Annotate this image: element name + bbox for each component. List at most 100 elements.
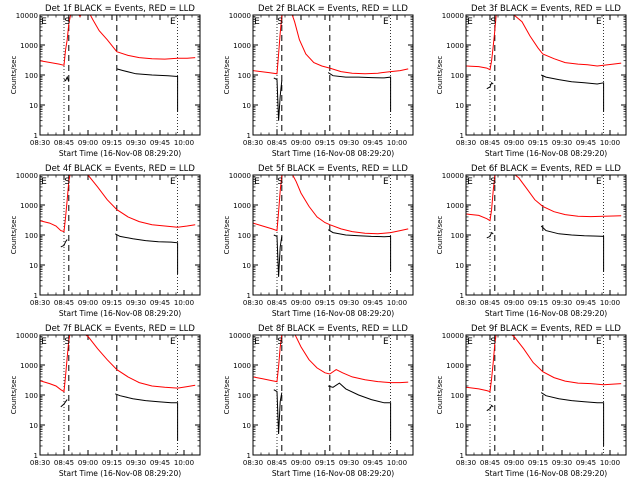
series-events-line	[540, 392, 605, 446]
y-tick-label: 10	[242, 102, 251, 110]
plot-frame	[465, 14, 627, 136]
y-tick-label: 1000	[446, 42, 464, 50]
plot-frame	[252, 334, 414, 456]
series-events-line	[116, 68, 179, 112]
y-tick-label: 1	[34, 292, 38, 300]
x-tick-label: 09:15	[528, 459, 548, 467]
x-tick-label: 10:00	[600, 299, 620, 307]
x-tick-label: 08:30	[243, 299, 263, 307]
x-tick-label: 09:00	[504, 299, 524, 307]
marker-s-label: S	[277, 177, 283, 187]
x-tick-label: 08:45	[267, 459, 287, 467]
x-tick-label: 09:15	[102, 459, 122, 467]
series-lld-line	[40, 175, 196, 233]
y-tick-label: 1	[460, 132, 464, 140]
x-tick-label: 09:15	[315, 139, 335, 147]
series-events-line	[327, 72, 392, 112]
x-tick-label: 09:30	[126, 299, 146, 307]
panel-title: Det 4f BLACK = Events, RED = LLD	[45, 164, 195, 174]
series-events-line	[273, 389, 283, 435]
plot-frame	[465, 334, 627, 456]
y-tick-label: 10000	[16, 12, 38, 20]
x-tick-label: 09:30	[339, 459, 359, 467]
marker-e-label: E	[170, 177, 176, 187]
x-tick-label: 08:45	[480, 459, 500, 467]
x-tick-label: 08:45	[480, 139, 500, 147]
series-lld-line	[466, 175, 622, 222]
series-events-line	[273, 77, 283, 121]
x-tick-label: 08:30	[30, 139, 50, 147]
panel-det-9f: Det 9f BLACK = Events, RED = LLD Counts/s…	[436, 324, 627, 478]
x-tick-label: 10:00	[174, 459, 194, 467]
y-tick-label: 1000	[20, 202, 38, 210]
series-lld-line	[253, 335, 409, 384]
x-axis-label: Start Time (16-Nov-08 08:29:20)	[485, 149, 607, 158]
x-tick-label: 09:15	[528, 139, 548, 147]
panel-title: Det 7f BLACK = Events, RED = LLD	[45, 324, 195, 334]
x-tick-label: 09:45	[576, 139, 596, 147]
x-axis-label: Start Time (16-Nov-08 08:29:20)	[272, 309, 394, 318]
marker-e-label: E	[467, 17, 473, 27]
series-events-line	[540, 225, 605, 272]
y-tick-label: 10	[242, 262, 251, 270]
panel-det-8f: Det 8f BLACK = Events, RED = LLD Counts/s…	[223, 324, 414, 478]
marker-e-label: E	[254, 337, 260, 347]
x-axis-label: Start Time (16-Nov-08 08:29:20)	[485, 309, 607, 318]
x-tick-label: 08:45	[54, 139, 74, 147]
y-tick-label: 1000	[20, 42, 38, 50]
y-tick-label: 1	[34, 132, 38, 140]
y-axis-label: Counts/sec	[436, 376, 444, 415]
panel-series-group	[253, 15, 409, 121]
x-tick-label: 09:30	[126, 139, 146, 147]
series-events-line	[63, 75, 70, 82]
x-tick-label: 10:00	[600, 459, 620, 467]
plot-frame	[39, 174, 201, 296]
x-axis-label: Start Time (16-Nov-08 08:29:20)	[59, 309, 181, 318]
marker-e-label: E	[596, 177, 602, 187]
marker-e-label: E	[170, 17, 176, 27]
x-tick-label: 08:30	[456, 139, 476, 147]
marker-e-label: E	[467, 337, 473, 347]
panel-title: Det 9f BLACK = Events, RED = LLD	[471, 324, 621, 334]
y-tick-label: 10000	[229, 172, 251, 180]
y-tick-label: 1	[247, 292, 251, 300]
panel-title: Det 5f BLACK = Events, RED = LLD	[258, 164, 408, 174]
x-tick-label: 09:15	[528, 299, 548, 307]
marker-s-label: S	[277, 17, 283, 27]
x-axis-label: Start Time (16-Nov-08 08:29:20)	[485, 469, 607, 478]
y-tick-label: 1000	[233, 42, 251, 50]
y-tick-label: 10	[29, 262, 38, 270]
y-tick-label: 10	[455, 422, 464, 430]
x-tick-label: 09:30	[339, 139, 359, 147]
panel-series-group	[40, 175, 196, 274]
series-events-line	[273, 234, 283, 277]
y-axis-label: Counts/sec	[10, 56, 18, 95]
y-tick-label: 1	[247, 132, 251, 140]
x-tick-label: 09:15	[315, 299, 335, 307]
marker-e-label: E	[170, 337, 176, 347]
y-tick-label: 10000	[442, 172, 464, 180]
panel-det-7f: Det 7f BLACK = Events, RED = LLD Counts/s…	[10, 324, 201, 478]
y-tick-label: 10	[455, 102, 464, 110]
y-tick-label: 100	[238, 232, 251, 240]
y-tick-label: 10000	[16, 172, 38, 180]
y-axis-label: Counts/sec	[223, 376, 231, 415]
marker-e-label: E	[383, 337, 389, 347]
x-tick-label: 10:00	[387, 299, 407, 307]
y-tick-label: 1000	[446, 362, 464, 370]
marker-s-label: S	[490, 17, 496, 27]
x-axis-label: Start Time (16-Nov-08 08:29:20)	[59, 149, 181, 158]
series-events-line	[328, 382, 392, 441]
x-tick-label: 08:45	[480, 299, 500, 307]
x-tick-label: 08:30	[456, 299, 476, 307]
marker-e-label: E	[467, 177, 473, 187]
series-lld-line	[466, 335, 622, 393]
x-tick-label: 08:30	[30, 299, 50, 307]
y-axis-label: Counts/sec	[10, 216, 18, 255]
y-tick-label: 10000	[16, 332, 38, 340]
x-tick-label: 09:45	[363, 139, 383, 147]
series-lld-line	[253, 175, 409, 235]
marker-s-label: S	[64, 337, 70, 347]
